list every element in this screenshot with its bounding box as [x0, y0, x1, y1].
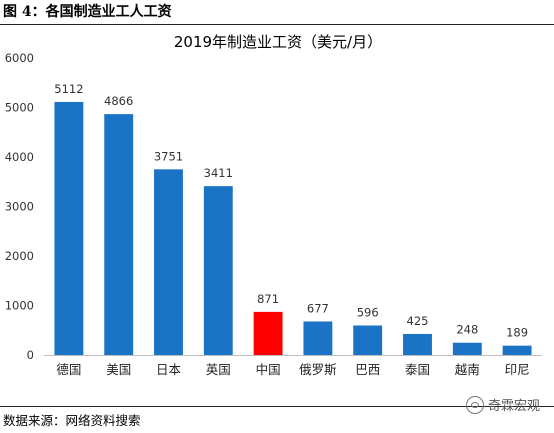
x-tick-label: 德国 [56, 362, 81, 377]
x-tick-label: 美国 [106, 362, 131, 377]
y-tick-label: 3000 [5, 200, 34, 214]
watermark-text: 奇霖宏观 [487, 399, 540, 414]
y-tick-label: 5000 [5, 101, 34, 115]
y-tick-label: 6000 [5, 51, 34, 65]
x-tick-label: 越南 [455, 362, 480, 377]
bar-value-label: 4866 [104, 94, 133, 108]
bar-chart: 2019年制造业工资（美元/月） 0 1000 2000 3000 4000 5000 600… [5, 33, 542, 377]
x-tick-label: 巴西 [355, 362, 380, 377]
x-tick-label: 泰国 [405, 362, 430, 377]
bar [253, 311, 283, 355]
x-tick-label: 中国 [256, 362, 281, 377]
bar [403, 333, 432, 355]
bar [353, 325, 383, 355]
x-tick-label: 俄罗斯 [299, 362, 337, 377]
x-tick-label: 印尼 [505, 362, 530, 377]
bar-value-label: 596 [357, 305, 379, 319]
y-tick-label: 2000 [5, 249, 34, 263]
bar [502, 345, 532, 355]
figure-title: 图 4：各国制造业工人工资 [3, 4, 172, 20]
watermark: 奇霖宏观 [465, 395, 540, 414]
y-tick-label: 0 [27, 348, 34, 362]
bar-value-label: 871 [257, 292, 279, 306]
bar [154, 169, 183, 355]
bar [303, 321, 333, 355]
x-tick-label: 英国 [206, 362, 231, 377]
y-tick-label: 4000 [5, 150, 34, 164]
bar-value-label: 5112 [54, 82, 83, 96]
top-rule [0, 24, 554, 25]
wechat-logo-icon [465, 395, 484, 414]
bar-value-label: 189 [506, 326, 528, 340]
source-note: 数据来源：网络资料搜索 [3, 413, 141, 428]
bar [452, 342, 482, 355]
bar-value-label: 425 [407, 314, 429, 328]
bar-value-label: 677 [307, 301, 329, 315]
x-tick-label: 日本 [156, 362, 182, 377]
bar [203, 186, 233, 355]
bar [54, 101, 84, 356]
bar [104, 114, 134, 356]
y-tick-label: 1000 [5, 299, 34, 313]
bottom-rule [0, 406, 554, 407]
bar-value-label: 3751 [154, 149, 183, 163]
bar-value-label: 3411 [204, 166, 233, 180]
chart-title: 2019年制造业工资（美元/月） [174, 33, 382, 51]
bar-value-label: 248 [456, 323, 478, 337]
